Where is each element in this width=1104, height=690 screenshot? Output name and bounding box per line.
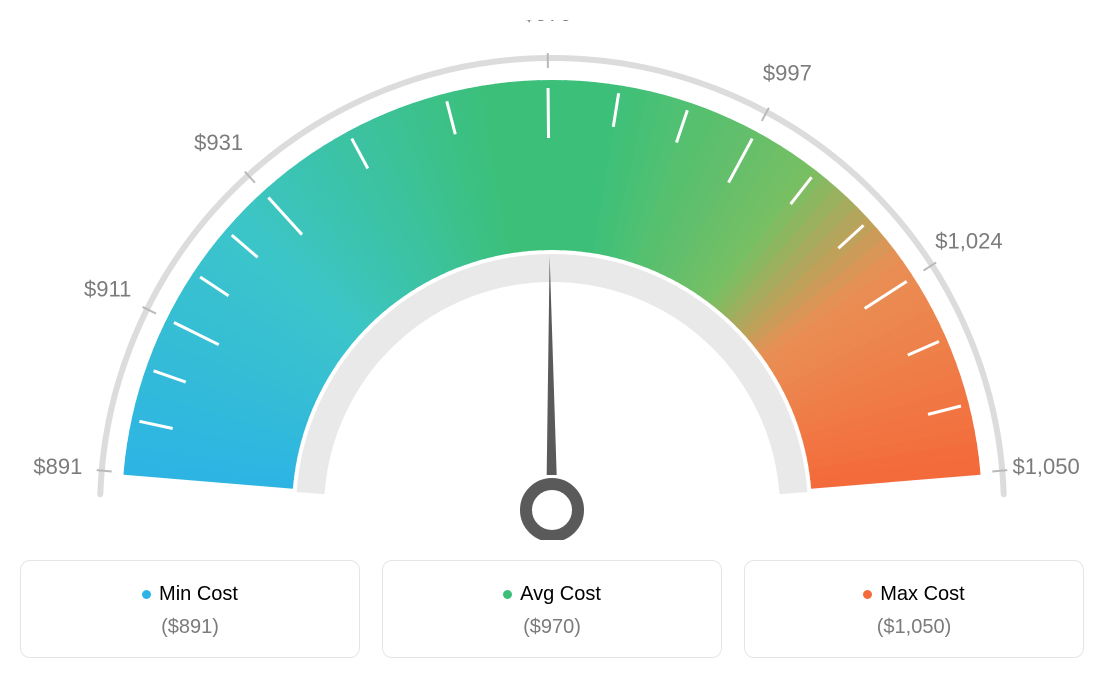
legend-card-max: Max Cost ($1,050) xyxy=(744,560,1084,658)
legend-title-avg: Avg Cost xyxy=(503,583,601,606)
svg-text:$1,050: $1,050 xyxy=(1012,454,1079,479)
dot-icon xyxy=(503,590,512,599)
svg-text:$970: $970 xyxy=(523,20,572,26)
dot-icon xyxy=(142,590,151,599)
legend-min-value: ($891) xyxy=(31,616,349,639)
legend-min-label: Min Cost xyxy=(159,583,238,606)
dot-icon xyxy=(863,590,872,599)
legend-title-min: Min Cost xyxy=(142,583,238,606)
svg-text:$997: $997 xyxy=(763,60,812,85)
svg-text:$931: $931 xyxy=(194,130,243,155)
svg-text:$891: $891 xyxy=(33,454,82,479)
cost-gauge-chart: $891 $911 $931 $970 $997 $1,024 $1,050 xyxy=(20,20,1084,540)
legend-title-max: Max Cost xyxy=(863,583,964,606)
legend-card-min: Min Cost ($891) xyxy=(20,560,360,658)
legend-row: Min Cost ($891) Avg Cost ($970) Max Cost… xyxy=(20,560,1084,658)
svg-text:$911: $911 xyxy=(84,277,131,302)
legend-max-value: ($1,050) xyxy=(755,616,1073,639)
legend-avg-label: Avg Cost xyxy=(520,583,601,606)
svg-text:$1,024: $1,024 xyxy=(935,228,1002,253)
gauge-svg: $891 $911 $931 $970 $997 $1,024 $1,050 xyxy=(20,20,1084,540)
legend-avg-value: ($970) xyxy=(393,616,711,639)
legend-max-label: Max Cost xyxy=(880,583,964,606)
legend-card-avg: Avg Cost ($970) xyxy=(382,560,722,658)
